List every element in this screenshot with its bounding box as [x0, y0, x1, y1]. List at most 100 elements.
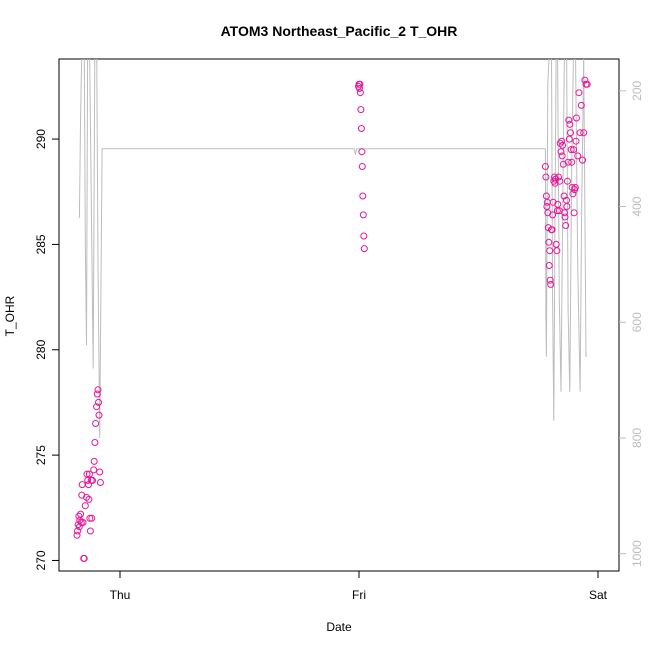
data-point — [555, 173, 563, 181]
data-point — [86, 514, 94, 522]
data-point — [581, 76, 589, 84]
y2-tick-label: 1000 — [630, 540, 644, 567]
data-point — [561, 209, 568, 217]
data-point — [359, 211, 367, 219]
data-point — [575, 89, 583, 97]
data-point — [545, 262, 553, 269]
data-point — [569, 190, 577, 198]
data-point — [580, 129, 588, 137]
data-point — [94, 386, 102, 394]
data-point — [96, 479, 104, 486]
data-point — [557, 148, 565, 156]
data-point — [570, 146, 578, 154]
data-point — [571, 184, 579, 191]
series-layer — [73, 59, 591, 562]
data-point — [93, 390, 101, 398]
data-point — [548, 226, 556, 234]
data-point — [360, 232, 368, 240]
data-point — [78, 481, 86, 489]
data-point — [562, 222, 570, 229]
data-point — [357, 125, 365, 132]
data-point — [360, 245, 368, 253]
data-point — [563, 203, 571, 210]
data-point — [573, 114, 580, 122]
data-point — [73, 531, 81, 539]
y-tick-label: 285 — [34, 234, 48, 254]
data-point — [561, 213, 569, 221]
data-point — [357, 106, 365, 114]
data-point — [579, 156, 586, 164]
data-point — [81, 502, 89, 510]
axes-layer: Thu Fri Sat 270 275 280 285 290 200 400 600 800 1000 — [34, 80, 644, 602]
data-point — [554, 200, 562, 208]
y2-tick-label: 800 — [630, 428, 644, 448]
y-axis-label: T_OHR — [3, 295, 17, 336]
data-point — [77, 510, 85, 518]
data-point — [583, 80, 591, 88]
data-point — [558, 152, 566, 160]
y2-tick-label: 400 — [630, 196, 644, 216]
data-point — [559, 141, 567, 149]
data-point — [567, 146, 575, 154]
y-tick-label: 275 — [34, 445, 48, 465]
data-point — [565, 116, 573, 124]
data-point — [85, 470, 93, 478]
chart-title: ATOM3 Northeast_Pacific_2 T_OHR — [221, 23, 458, 39]
data-point — [546, 276, 554, 284]
y-tick-label: 270 — [34, 550, 48, 570]
data-point — [356, 85, 363, 92]
x-tick-label: Sat — [589, 588, 608, 602]
data-point — [92, 420, 100, 427]
data-point — [356, 80, 364, 88]
data-point — [359, 192, 367, 200]
data-point — [542, 173, 550, 181]
y2-tick-label: 600 — [630, 312, 644, 332]
data-point — [88, 514, 96, 522]
data-point — [95, 411, 103, 419]
data-point — [358, 148, 366, 156]
data-point — [75, 512, 83, 520]
data-point — [577, 101, 585, 109]
data-point — [90, 457, 98, 465]
data-point — [570, 209, 578, 217]
data-point — [553, 247, 561, 255]
pressure-line — [78, 59, 587, 438]
plot-frame — [58, 58, 620, 572]
data-point — [541, 163, 549, 170]
data-point — [89, 476, 96, 484]
data-point — [95, 398, 102, 406]
data-point — [545, 238, 553, 246]
x-tick-label: Thu — [110, 588, 131, 602]
data-point — [567, 129, 574, 137]
data-point — [558, 137, 566, 145]
data-point — [85, 495, 93, 503]
x-axis-label: Date — [326, 620, 352, 634]
data-point — [564, 158, 572, 166]
data-point — [93, 403, 101, 411]
x-tick-label: Fri — [352, 588, 366, 602]
data-point — [542, 192, 550, 200]
data-point — [86, 527, 94, 535]
data-point — [90, 466, 98, 474]
data-point — [96, 468, 104, 476]
data-point — [80, 554, 88, 562]
data-point — [79, 519, 87, 526]
data-point — [568, 158, 576, 166]
data-point — [91, 439, 99, 446]
data-point — [576, 129, 584, 137]
y-tick-label: 290 — [34, 129, 48, 149]
data-point — [574, 152, 582, 160]
data-point — [556, 177, 564, 185]
data-point — [552, 240, 560, 248]
data-point — [356, 89, 364, 97]
data-point — [572, 137, 580, 145]
data-point — [549, 211, 557, 219]
data-point — [563, 177, 571, 185]
data-point — [358, 163, 366, 170]
y-tick-label: 280 — [34, 339, 48, 359]
data-point — [84, 476, 92, 484]
data-point — [565, 135, 573, 143]
y2-tick-label: 200 — [630, 80, 644, 100]
data-point — [547, 280, 555, 288]
